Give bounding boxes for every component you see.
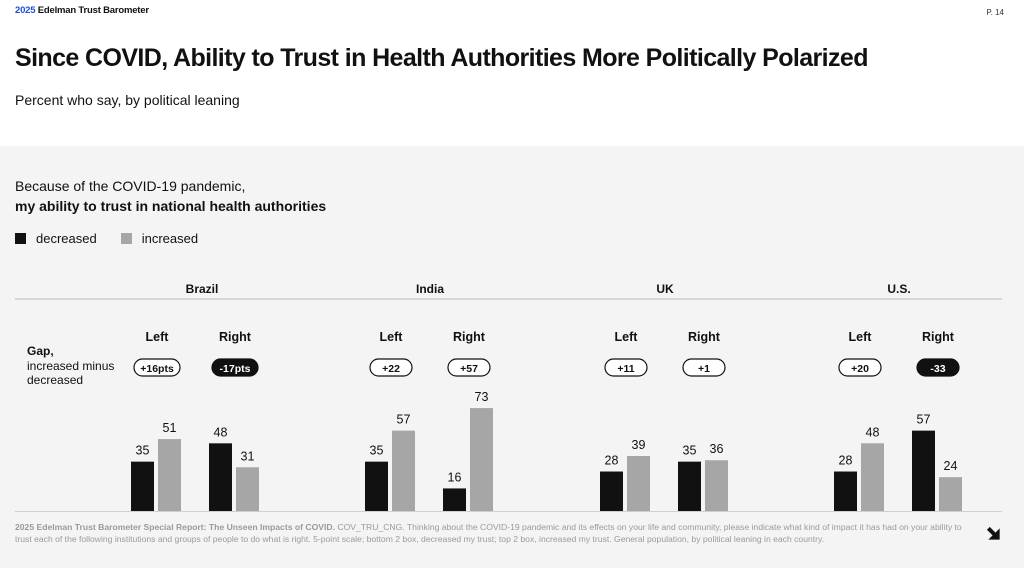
gap-value-us-left: +20 (851, 363, 869, 375)
group-label-us-right: Right (922, 330, 955, 344)
legend-item-decreased: decreased (15, 231, 97, 246)
bar-decreased-uk-left (600, 471, 623, 511)
bar-decreased-india-left (365, 461, 388, 511)
bar-increased-us-left (861, 443, 884, 511)
bar-decreased-brazil-right (209, 443, 232, 511)
group-label-brazil-left: Left (146, 330, 170, 344)
arrow-down-right-icon[interactable] (982, 521, 1004, 543)
bar-decreased-india-right (443, 488, 466, 511)
legend-label-decreased: decreased (36, 231, 97, 246)
bar-increased-uk-right (705, 460, 728, 511)
group-label-us-left: Left (849, 330, 873, 344)
country-label-india: India (416, 282, 444, 296)
data-label-decreased-india-right: 16 (448, 470, 462, 484)
gap-value-uk-left: +11 (617, 363, 634, 375)
gap-value-uk-right: +1 (698, 363, 710, 375)
bar-decreased-brazil-left (131, 461, 154, 511)
data-label-increased-india-left: 57 (397, 413, 411, 427)
bar-increased-uk-left (627, 456, 650, 511)
data-label-increased-india-right: 73 (475, 390, 489, 404)
bar-decreased-us-right (912, 430, 935, 511)
bar-increased-brazil-left (158, 439, 181, 511)
data-label-decreased-brazil-right: 48 (214, 425, 228, 439)
group-label-india-left: Left (380, 330, 404, 344)
page-title: Since COVID, Ability to Trust in Health … (15, 44, 868, 72)
gap-pill-india-left (369, 358, 413, 377)
bar-increased-us-right (939, 477, 962, 511)
bar-chart: Brazil Left +16pts 35 51 Right -17pts 48 31 India… (15, 282, 1002, 512)
group-label-india-right: Right (453, 330, 486, 344)
gap-row-label: Gap, increased minus decreased (27, 344, 115, 387)
group-label-brazil-right: Right (219, 330, 252, 344)
data-label-increased-uk-left: 39 (632, 438, 646, 452)
country-label-uk: UK (656, 282, 674, 296)
page-number: P. 14 (986, 8, 1004, 17)
gap-pill-us-left (838, 358, 882, 377)
bar-decreased-uk-right (678, 461, 701, 511)
gap-pill-uk-right (682, 358, 726, 377)
gap-pill-uk-left (604, 358, 648, 377)
gap-value-us-right: -33 (930, 363, 945, 375)
data-label-decreased-uk-left: 28 (605, 454, 619, 468)
bar-increased-india-left (392, 430, 415, 511)
question-line-1: Because of the COVID-19 pandemic, (15, 178, 246, 194)
question-line-2: my ability to trust in national health a… (15, 198, 327, 214)
bar-increased-brazil-right (236, 467, 259, 511)
data-label-decreased-us-left: 28 (839, 454, 853, 468)
data-label-increased-us-right: 24 (944, 459, 958, 473)
bar-decreased-us-left (834, 471, 857, 511)
gap-pill-brazil-left (133, 358, 181, 377)
data-label-increased-brazil-right: 31 (241, 449, 255, 463)
country-label-us: U.S. (887, 282, 910, 296)
data-label-decreased-us-right: 57 (917, 413, 931, 427)
data-label-increased-us-left: 48 (866, 425, 880, 439)
data-label-decreased-india-left: 35 (370, 444, 384, 458)
data-label-decreased-brazil-left: 35 (136, 444, 150, 458)
gap-value-brazil-left: +16pts (140, 363, 174, 375)
gap-value-india-right: +57 (460, 363, 478, 375)
header-area: 2025 Edelman Trust Barometer P. 14 Since… (0, 0, 1024, 146)
country-label-brazil: Brazil (186, 282, 219, 296)
legend-label-increased: increased (141, 231, 199, 246)
group-label-uk-left: Left (615, 330, 639, 344)
brand-logo: 2025 Edelman Trust Barometer (15, 5, 149, 16)
legend-swatch-decreased (15, 233, 26, 244)
gap-pill-india-right (447, 358, 491, 377)
gap-value-india-left: +22 (382, 363, 400, 375)
page-subtitle: Percent who say, by political leaning (15, 92, 240, 108)
data-label-increased-uk-right: 36 (710, 442, 724, 456)
bar-increased-india-right (470, 408, 493, 511)
legend-swatch-increased (120, 233, 132, 244)
legend-item-increased: increased (120, 231, 199, 246)
group-label-uk-right: Right (688, 330, 721, 344)
gap-value-brazil-right: -17pts (220, 363, 251, 375)
gap-pill-brazil-right (211, 358, 259, 377)
footnote: 2025 Edelman Trust Barometer Special Rep… (15, 522, 962, 544)
chart-legend: decreased increased (15, 231, 222, 246)
data-label-decreased-uk-right: 35 (683, 444, 697, 458)
gap-pill-us-right (916, 358, 960, 377)
data-label-increased-brazil-left: 51 (163, 421, 177, 435)
